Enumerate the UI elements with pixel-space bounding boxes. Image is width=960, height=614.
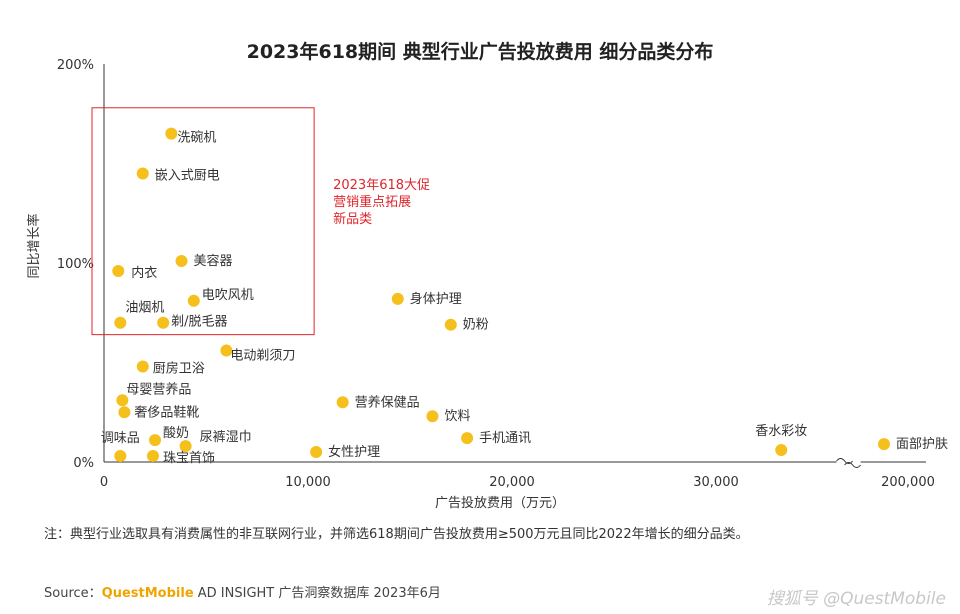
footnote: 注：典型行业选取具有消费属性的非互联网行业，并筛选618期间广告投放费用≥500… xyxy=(44,527,749,542)
data-label: 内衣 xyxy=(131,265,157,281)
data-label: 酸奶 xyxy=(163,426,189,441)
x-axis-label: 广告投放费用（万元） xyxy=(435,495,565,511)
data-point xyxy=(220,344,233,357)
data-point xyxy=(116,394,129,407)
data-point xyxy=(146,450,159,463)
data-label: 洗碗机 xyxy=(177,130,216,146)
data-label: 饮料 xyxy=(444,409,470,424)
x-tick-label: 10,000 xyxy=(285,475,331,490)
data-label: 剃/脱毛器 xyxy=(171,315,227,330)
annotation-line: 营销重点拓展 xyxy=(333,194,411,210)
annotation-line: 2023年618大促 xyxy=(333,178,430,193)
source-line: Source：QuestMobile AD INSIGHT 广告洞察数据库 20… xyxy=(44,582,441,601)
y-tick-label: 0% xyxy=(73,456,94,471)
data-point xyxy=(187,294,200,307)
data-label: 女性护理 xyxy=(328,444,380,460)
data-label: 美容器 xyxy=(194,253,233,269)
data-point xyxy=(136,167,149,180)
data-label: 珠宝首饰 xyxy=(163,451,215,466)
data-label: 油烟机 xyxy=(125,301,164,316)
data-point xyxy=(461,432,474,445)
annotation-line: 新品类 xyxy=(333,211,372,227)
x-tick-label: 20,000 xyxy=(489,475,535,490)
source-brand: QuestMobile xyxy=(101,586,194,601)
data-label: 奢侈品鞋靴 xyxy=(134,404,199,420)
highlight-region xyxy=(91,107,315,336)
data-label: 面部护肤 xyxy=(896,437,948,452)
source-suffix: AD INSIGHT 广告洞察数据库 2023年6月 xyxy=(193,586,441,601)
x-tick-label: 30,000 xyxy=(693,475,739,490)
data-point xyxy=(175,255,188,268)
data-label: 电吹风机 xyxy=(202,288,254,303)
x-tick-label: 0 xyxy=(100,475,108,490)
data-label: 嵌入式厨电 xyxy=(155,168,220,183)
axes: 0 10,000 20,000 30,000 200,000 0% 100% 200% 广告投放… xyxy=(26,58,935,511)
y-tick-label: 200% xyxy=(57,58,94,73)
data-point xyxy=(336,396,349,409)
data-point xyxy=(775,444,788,457)
data-label: 母婴营养品 xyxy=(126,381,191,397)
data-label: 香水彩妆 xyxy=(755,424,807,439)
data-point xyxy=(157,316,170,329)
data-point xyxy=(136,360,149,373)
data-label: 尿裤湿巾 xyxy=(200,430,252,445)
source-prefix: Source： xyxy=(44,586,102,601)
data-label: 身体护理 xyxy=(410,291,462,307)
data-label: 营养保健品 xyxy=(355,394,420,410)
data-point xyxy=(426,410,439,423)
data-label: 调味品 xyxy=(101,431,140,446)
watermark-credit: 搜狐号 @QuestMobile xyxy=(766,589,946,609)
data-points xyxy=(112,127,890,463)
data-point xyxy=(149,434,161,447)
data-point xyxy=(112,264,125,277)
data-point xyxy=(444,318,457,331)
data-label: 手机通讯 xyxy=(479,431,531,446)
y-axis-label: 同比增长率 xyxy=(26,213,42,278)
data-point xyxy=(118,406,131,419)
data-point xyxy=(391,292,404,305)
data-point xyxy=(310,446,323,459)
highlight-box xyxy=(91,107,315,336)
data-point xyxy=(114,316,127,329)
data-point xyxy=(114,450,127,463)
data-label: 厨房卫浴 xyxy=(153,360,205,376)
data-label: 电动剃须刀 xyxy=(230,349,295,364)
data-point xyxy=(878,438,890,451)
data-point xyxy=(179,440,192,453)
data-label: 奶粉 xyxy=(463,318,489,333)
y-tick-label: 100% xyxy=(57,257,94,272)
data-point xyxy=(165,127,178,140)
x-tick-label: 200,000 xyxy=(881,475,935,490)
axis-break-icon xyxy=(836,458,861,468)
chart-title: 2023年618期间 典型行业广告投放费用 细分品类分布 xyxy=(247,40,714,63)
